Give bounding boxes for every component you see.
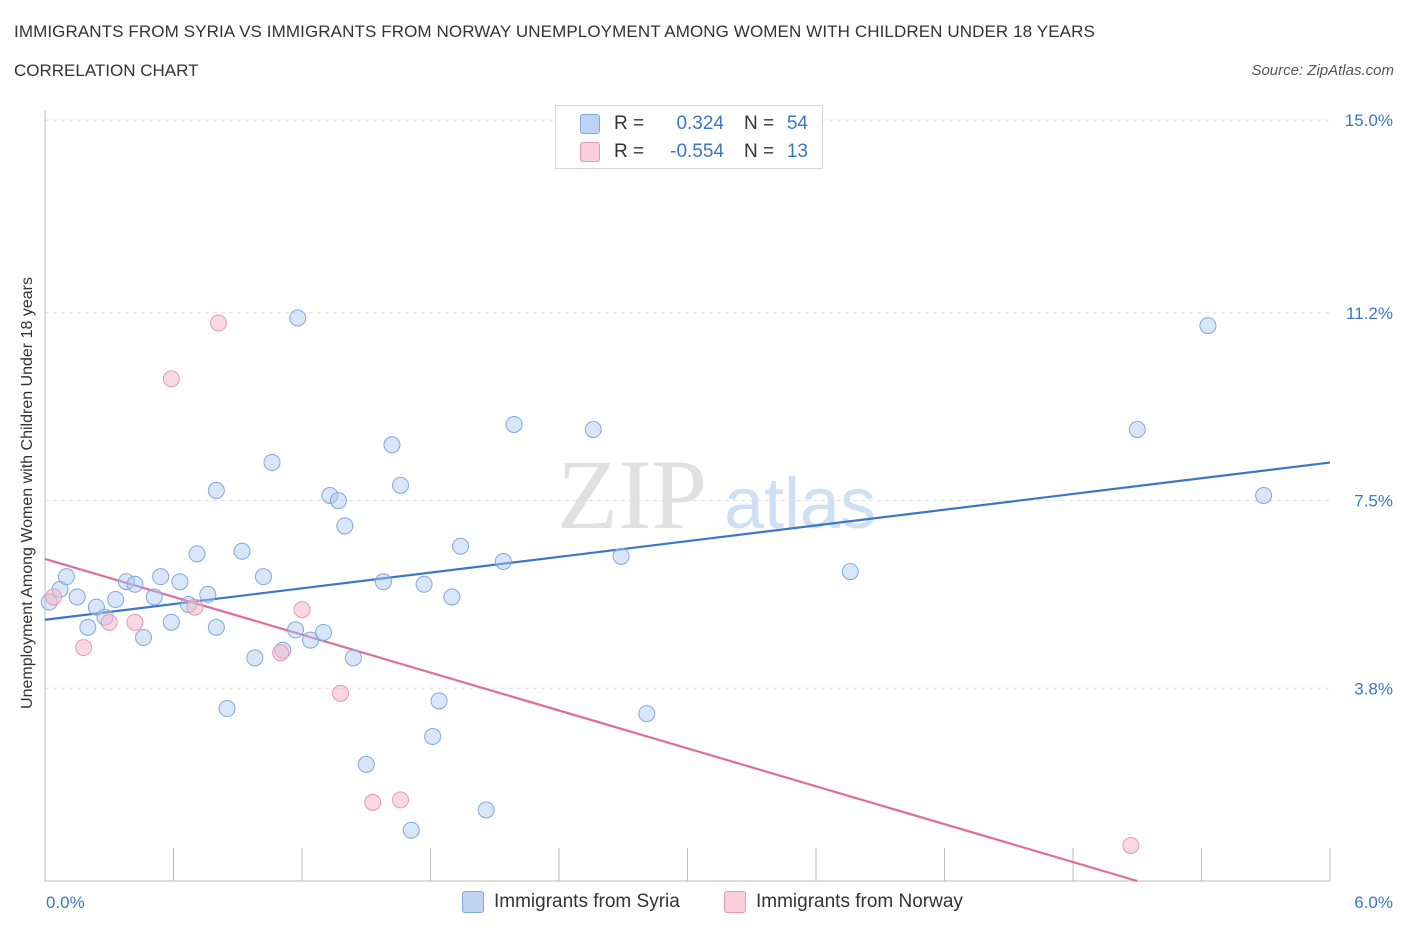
legend-r-value: 0.324 <box>676 113 724 134</box>
point-norway <box>272 644 290 662</box>
point-norway <box>186 598 204 616</box>
point-syria <box>321 487 339 504</box>
point-syria <box>79 618 97 636</box>
axes <box>44 110 1331 882</box>
point-syria <box>1199 317 1217 335</box>
y-tick-label: 3.8% <box>1354 679 1393 698</box>
point-syria <box>135 629 153 647</box>
legend-row-norway: R = -0.554 N = 13 <box>580 140 808 164</box>
point-syria <box>152 568 170 586</box>
point-syria <box>841 563 859 581</box>
chart-subtitle: CORRELATION CHART <box>14 61 199 80</box>
watermark-zip: ZIP <box>557 439 707 550</box>
point-syria <box>287 621 305 639</box>
legend-n-label: N = <box>744 113 775 134</box>
point-syria <box>494 552 512 570</box>
point-syria <box>302 631 320 649</box>
y-tick-label: 7.5% <box>1354 492 1393 511</box>
point-syria <box>1255 487 1273 504</box>
point-syria <box>218 700 236 718</box>
point-syria <box>314 623 332 641</box>
point-syria <box>402 821 420 839</box>
point-norway <box>100 613 118 631</box>
x-tick-label: 6.0% <box>1354 893 1393 912</box>
point-norway <box>1122 836 1140 854</box>
point-syria <box>263 454 281 472</box>
legend-swatch-syria <box>462 891 484 913</box>
legend-row-syria: R = 0.324 N = 54 <box>580 112 808 136</box>
point-syria <box>207 618 225 636</box>
trend-line <box>44 557 1138 883</box>
data-points <box>40 309 1273 854</box>
trend-lines <box>44 461 1331 883</box>
tick-labels: 15.0% 11.2% 7.5% 3.8% 0.0% 6.0% <box>46 111 1393 912</box>
point-syria <box>162 613 180 631</box>
legend-swatch-norway <box>580 142 600 162</box>
point-syria <box>199 585 217 603</box>
point-syria <box>57 568 75 586</box>
point-syria <box>430 692 448 710</box>
point-syria <box>357 755 375 773</box>
legend-swatch-norway <box>724 891 746 913</box>
point-syria <box>584 421 602 439</box>
point-norway <box>209 314 227 332</box>
point-syria <box>254 568 272 586</box>
point-norway <box>293 601 311 619</box>
point-norway <box>126 613 144 631</box>
point-syria <box>107 590 125 608</box>
point-syria <box>329 492 347 510</box>
point-syria <box>383 436 401 454</box>
point-syria <box>126 575 144 593</box>
legend-label-syria: Immigrants from Syria <box>494 891 680 912</box>
point-syria <box>374 573 392 591</box>
point-syria <box>638 705 656 723</box>
point-syria <box>145 588 163 606</box>
point-syria <box>233 542 251 560</box>
point-syria <box>188 545 206 563</box>
point-norway <box>332 684 350 702</box>
grid <box>45 119 1330 689</box>
chart-title: IMMIGRANTS FROM SYRIA VS IMMIGRANTS FROM… <box>14 22 1095 41</box>
point-syria <box>207 481 225 499</box>
legend-r-label: R = <box>614 113 645 134</box>
point-norway <box>75 639 93 657</box>
point-syria <box>336 517 354 535</box>
point-syria <box>505 415 523 433</box>
stats-legend: R = 0.324 N = 54 R = -0.554 N = 13 <box>555 105 823 169</box>
point-syria <box>246 649 264 667</box>
point-syria <box>443 588 461 606</box>
y-tick-label: 11.2% <box>1346 304 1393 323</box>
source-credit: Source: ZipAtlas.com <box>1251 62 1394 79</box>
point-syria <box>477 801 495 819</box>
point-syria <box>289 309 307 327</box>
x-tick-label: 0.0% <box>46 893 85 912</box>
point-norway <box>45 588 63 606</box>
y-tick-label: 15.0% <box>1345 111 1393 130</box>
point-syria <box>344 649 362 667</box>
point-syria <box>171 573 189 591</box>
point-norway <box>162 370 180 388</box>
watermark-atlas: atlas <box>724 464 876 544</box>
legend-n-label: N = <box>744 141 775 162</box>
point-syria <box>392 476 410 494</box>
point-syria <box>415 575 433 593</box>
point-syria <box>68 588 86 606</box>
point-syria <box>424 727 442 745</box>
point-syria <box>451 537 469 555</box>
legend-r-label: R = <box>614 141 645 162</box>
legend-label-norway: Immigrants from Norway <box>756 891 963 912</box>
point-norway <box>364 793 382 811</box>
legend-n-value: 54 <box>786 113 808 134</box>
legend-item-syria: Immigrants from Syria <box>462 889 680 915</box>
point-syria <box>612 547 630 565</box>
legend-swatch-syria <box>580 114 600 134</box>
point-syria <box>1128 421 1146 439</box>
point-norway <box>392 791 410 809</box>
trend-line <box>44 461 1331 621</box>
legend-item-norway: Immigrants from Norway <box>724 889 963 915</box>
legend-n-value: 13 <box>786 141 808 162</box>
watermark: ZIP atlas <box>557 439 876 550</box>
legend-r-value: -0.554 <box>670 141 724 162</box>
